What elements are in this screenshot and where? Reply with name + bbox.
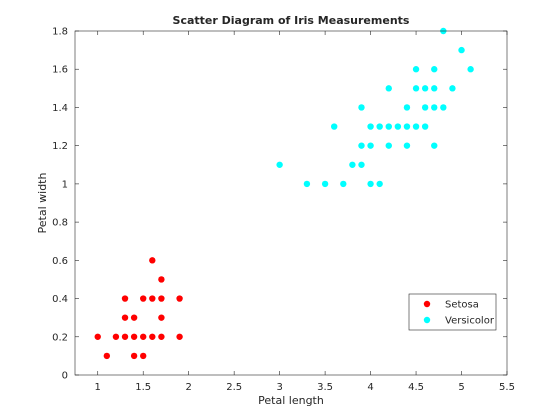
versicolor-point xyxy=(431,104,438,111)
setosa-point xyxy=(130,333,138,340)
legend-label-versicolor: Versicolor xyxy=(445,316,495,327)
x-tick-label: 3 xyxy=(276,382,282,393)
x-axis: 1 1.5 2 2.5 3 3.5 4 4.5 5 5.5 xyxy=(95,31,515,393)
setosa-point xyxy=(176,333,183,340)
points-layer xyxy=(94,27,474,360)
y-axis-label: Petal width xyxy=(36,173,49,234)
y-tick-label: 0.6 xyxy=(52,256,68,267)
versicolor-point xyxy=(412,66,420,73)
x-tick-label: 2.5 xyxy=(226,382,242,393)
versicolor-point xyxy=(467,66,474,73)
versicolor-point xyxy=(376,180,383,188)
versicolor-point xyxy=(358,104,365,111)
versicolor-point xyxy=(431,85,438,92)
setosa-point xyxy=(149,295,156,302)
versicolor-point xyxy=(367,180,374,188)
versicolor-point xyxy=(412,85,420,92)
y-tick-label: 1.8 xyxy=(52,27,68,38)
setosa-point xyxy=(130,314,138,321)
versicolor-point xyxy=(276,161,283,168)
y-tick-label: 0 xyxy=(62,371,68,382)
versicolor-point xyxy=(394,123,402,130)
legend-marker-versicolor xyxy=(423,316,431,324)
legend-box xyxy=(408,293,497,331)
versicolor-point xyxy=(385,123,392,130)
x-tick-label: 1 xyxy=(95,382,101,393)
setosa-point xyxy=(176,295,183,302)
versicolor-point xyxy=(385,142,392,149)
setosa-point xyxy=(149,257,156,264)
y-axis: 0 0.2 0.4 0.6 0.8 1 1.2 1.4 1.6 1.8 xyxy=(52,27,507,382)
versicolor-point xyxy=(449,85,456,92)
x-tick-label: 5.5 xyxy=(499,382,515,393)
y-tick-label: 1 xyxy=(62,179,68,190)
setosa-point xyxy=(140,333,147,340)
y-tick-label: 0.8 xyxy=(52,218,68,229)
legend: Setosa Versicolor xyxy=(408,293,497,331)
x-tick-label: 1.5 xyxy=(135,382,151,393)
versicolor-point xyxy=(367,142,374,149)
versicolor-point xyxy=(385,85,392,92)
versicolor-point xyxy=(403,104,411,111)
x-tick-label: 2 xyxy=(185,382,191,393)
versicolor-point xyxy=(421,85,429,92)
versicolor-point xyxy=(358,161,365,168)
y-tick-label: 1.2 xyxy=(52,141,68,152)
versicolor-point xyxy=(358,142,365,149)
setosa-point xyxy=(94,333,101,340)
setosa-point xyxy=(140,295,147,302)
versicolor-point xyxy=(403,142,411,149)
versicolor-point xyxy=(412,123,420,130)
versicolor-point xyxy=(458,46,465,54)
setosa-point xyxy=(149,333,156,340)
versicolor-point xyxy=(440,104,447,111)
setosa-point xyxy=(103,352,111,360)
versicolor-point xyxy=(303,180,311,188)
plot-box xyxy=(74,30,508,376)
versicolor-point xyxy=(349,161,356,168)
chart-title: Scatter Diagram of Iris Measurements xyxy=(173,14,410,27)
versicolor-point xyxy=(340,180,347,188)
y-tick-label: 0.2 xyxy=(52,332,68,343)
versicolor-point xyxy=(367,123,374,130)
setosa-point xyxy=(158,295,165,302)
legend-entries: Setosa Versicolor xyxy=(423,300,495,327)
x-tick-label: 3.5 xyxy=(317,382,333,393)
x-tick-label: 4 xyxy=(367,382,373,393)
versicolor-point xyxy=(321,180,329,188)
setosa-point xyxy=(130,352,138,360)
legend-marker-setosa xyxy=(423,300,431,308)
y-tick-label: 1.4 xyxy=(52,103,68,114)
versicolor-point xyxy=(421,123,429,130)
setosa-point xyxy=(140,352,147,360)
setosa-point xyxy=(112,333,120,340)
versicolor-point xyxy=(421,104,429,111)
x-tick-label: 4.5 xyxy=(408,382,424,393)
versicolor-point xyxy=(431,66,438,73)
versicolor-point xyxy=(376,123,383,130)
setosa-point xyxy=(158,314,165,321)
setosa-point xyxy=(158,276,165,283)
setosa-point xyxy=(121,333,129,340)
x-axis-label: Petal length xyxy=(258,394,324,407)
legend-label-setosa: Setosa xyxy=(445,300,479,311)
setosa-point xyxy=(121,314,129,321)
versicolor-point xyxy=(431,142,438,149)
versicolor-point xyxy=(403,123,411,130)
versicolor-point xyxy=(331,123,338,130)
x-tick-label: 5 xyxy=(458,382,464,393)
setosa-point xyxy=(121,295,129,302)
setosa-point xyxy=(158,333,165,340)
y-tick-label: 0.4 xyxy=(52,294,68,305)
y-tick-label: 1.6 xyxy=(52,65,68,76)
